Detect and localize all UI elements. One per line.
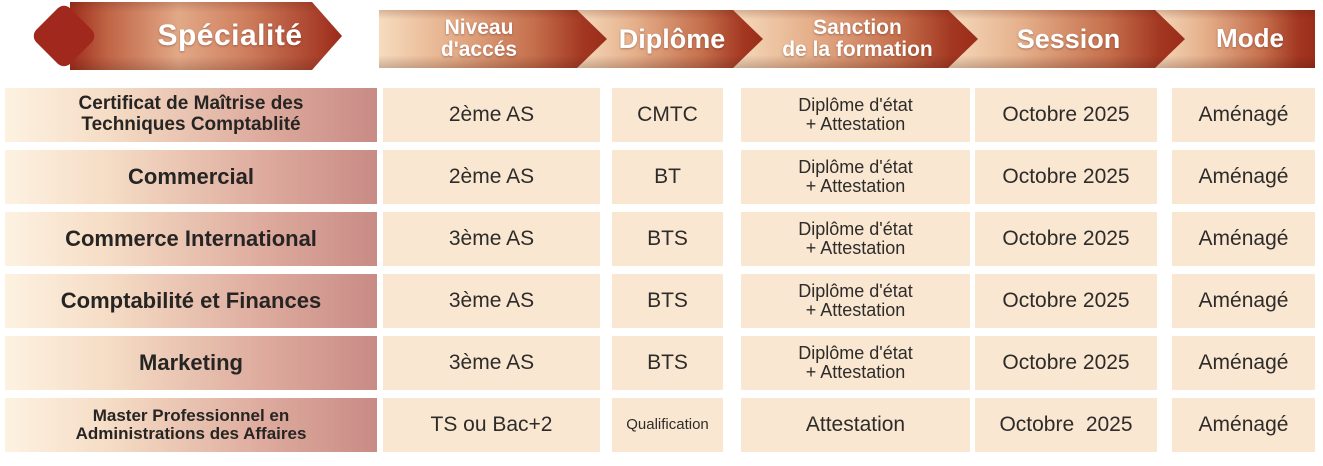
header-niveau-acces: Niveau d'accés (379, 10, 607, 68)
cell-niveau: 2ème AS (383, 150, 600, 204)
header-session: Session (946, 10, 1185, 68)
cell-sanction: Diplôme d'état + Attestation (741, 274, 970, 328)
cell-niveau: 3ème AS (383, 212, 600, 266)
cell-specialite: Certificat de Maîtrise des Techniques Co… (5, 88, 377, 142)
cell-session: Octobre 2025 (975, 212, 1157, 266)
cell-diplome: Qualification (612, 398, 723, 452)
cell-diplome: BTS (612, 336, 723, 390)
cell-session: Octobre 2025 (975, 336, 1157, 390)
cell-sanction: Diplôme d'état + Attestation (741, 336, 970, 390)
cell-mode: Aménagé (1172, 274, 1315, 328)
table-row: Master Professionnel en Administrations … (0, 398, 1323, 452)
cell-niveau: TS ou Bac+2 (383, 398, 600, 452)
cell-specialite: Commercial (5, 150, 377, 204)
cell-mode: Aménagé (1172, 150, 1315, 204)
table-header: Spécialité Niveau d'accés Diplôme Sancti… (0, 0, 1323, 76)
header-session-label: Session (1016, 23, 1121, 54)
cell-niveau: 3ème AS (383, 274, 600, 328)
cell-diplome: BTS (612, 212, 723, 266)
table-row: Certificat de Maîtrise des Techniques Co… (0, 88, 1323, 142)
cell-sanction: Diplôme d'état + Attestation (741, 212, 970, 266)
cell-session: Octobre 2025 (975, 88, 1157, 142)
cell-specialite: Master Professionnel en Administrations … (5, 398, 377, 452)
header-diplome: Diplôme (575, 10, 763, 68)
table-body: Certificat de Maîtrise des Techniques Co… (0, 88, 1323, 460)
cell-mode: Aménagé (1172, 212, 1315, 266)
cell-session: Octobre 2025 (975, 398, 1157, 452)
cell-session: Octobre 2025 (975, 150, 1157, 204)
table-row: Marketing 3ème AS BTS Diplôme d'état + A… (0, 336, 1323, 390)
header-niveau-acces-label: Niveau d'accés (440, 16, 518, 61)
cell-sanction: Attestation (741, 398, 970, 452)
header-sanction-label: Sanction de la formation (782, 16, 933, 61)
cell-sanction: Diplôme d'état + Attestation (741, 150, 970, 204)
header-diplome-label: Diplôme (618, 23, 726, 54)
cell-niveau: 2ème AS (383, 88, 600, 142)
table-row: Commerce International 3ème AS BTS Diplô… (0, 212, 1323, 266)
header-mode-label: Mode (1216, 23, 1284, 54)
cell-diplome: BT (612, 150, 723, 204)
cell-diplome: BTS (612, 274, 723, 328)
cell-specialite: Comptabilité et Finances (5, 274, 377, 328)
cell-niveau: 3ème AS (383, 336, 600, 390)
table-row: Commercial 2ème AS BT Diplôme d'état + A… (0, 150, 1323, 204)
cell-mode: Aménagé (1172, 88, 1315, 142)
header-specialite: Spécialité (70, 2, 342, 70)
cell-mode: Aménagé (1172, 336, 1315, 390)
cell-mode: Aménagé (1172, 398, 1315, 452)
cell-sanction: Diplôme d'état + Attestation (741, 88, 970, 142)
header-specialite-label: Spécialité (157, 19, 303, 53)
cell-diplome: CMTC (612, 88, 723, 142)
header-mode: Mode (1153, 10, 1315, 68)
header-sanction: Sanction de la formation (731, 10, 978, 68)
cell-specialite: Marketing (5, 336, 377, 390)
table-row: Comptabilité et Finances 3ème AS BTS Dip… (0, 274, 1323, 328)
cell-specialite: Commerce International (5, 212, 377, 266)
cell-session: Octobre 2025 (975, 274, 1157, 328)
